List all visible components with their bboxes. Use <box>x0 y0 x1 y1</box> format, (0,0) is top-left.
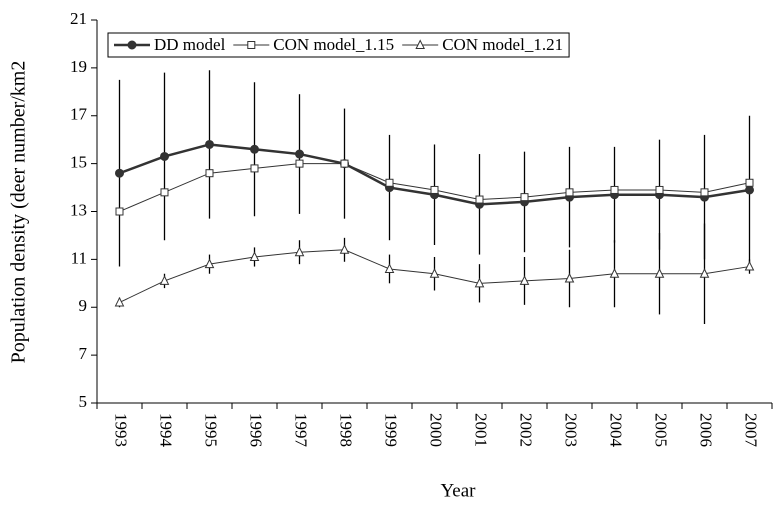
data-point <box>430 185 439 194</box>
data-point <box>744 260 755 271</box>
y-tick-label: 5 <box>79 392 88 411</box>
data-point <box>429 268 440 278</box>
data-point <box>519 275 530 285</box>
data-point <box>340 159 349 168</box>
x-tick-label: 2007 <box>742 413 761 448</box>
data-point <box>295 159 304 168</box>
data-point <box>474 277 485 288</box>
legend-marker <box>415 39 425 49</box>
legend-label: DD model <box>154 35 226 54</box>
data-point <box>654 268 665 278</box>
y-tick-label: 15 <box>70 153 87 172</box>
x-tick-label: 1995 <box>202 413 221 447</box>
y-tick-label: 9 <box>79 296 88 315</box>
data-point <box>160 188 169 197</box>
x-tick-label: 2001 <box>472 413 491 447</box>
x-tick-label: 2006 <box>697 413 716 447</box>
data-point <box>565 188 574 197</box>
data-point <box>295 149 304 159</box>
x-tick-label: 2002 <box>517 413 536 447</box>
data-point <box>114 296 125 307</box>
data-point <box>250 144 259 154</box>
data-point <box>204 258 215 269</box>
data-point <box>655 185 664 194</box>
legend-label: CON model_1.15 <box>273 35 394 54</box>
data-point <box>745 185 754 195</box>
x-tick-label: 1994 <box>157 413 176 448</box>
legend: DD model CON model_1.15 CON model_1.21 <box>107 32 570 58</box>
data-point <box>160 151 169 161</box>
x-tick-label: 2000 <box>427 413 446 447</box>
data-point <box>475 195 484 204</box>
data-point <box>609 268 620 278</box>
data-point <box>520 193 529 202</box>
data-point <box>700 188 709 197</box>
y-tick-label: 21 <box>70 9 87 28</box>
y-tick-label: 13 <box>70 200 87 219</box>
y-tick-label: 17 <box>70 105 88 124</box>
data-point <box>564 272 575 283</box>
data-point <box>294 246 305 257</box>
data-point <box>339 244 350 254</box>
data-point <box>159 275 170 285</box>
x-axis-label: Year <box>440 480 476 501</box>
data-point <box>205 169 214 178</box>
data-point <box>250 164 259 173</box>
legend-box <box>107 32 570 58</box>
x-tick-label: 1999 <box>382 413 401 447</box>
data-point <box>205 139 214 149</box>
data-point <box>610 185 619 194</box>
x-tick-label: 1998 <box>337 413 356 447</box>
x-tick-label: 1997 <box>292 413 311 448</box>
x-tick-label: 2003 <box>562 413 581 447</box>
y-tick-label: 19 <box>70 57 87 76</box>
y-tick-label: 7 <box>79 344 88 363</box>
data-point <box>384 263 395 273</box>
legend-marker <box>127 40 137 50</box>
x-tick-label: 1993 <box>112 413 131 447</box>
data-point <box>699 268 710 278</box>
data-point <box>745 178 754 187</box>
data-point <box>115 168 124 178</box>
legend-marker <box>247 41 256 49</box>
data-point <box>115 207 124 216</box>
data-point <box>385 178 394 187</box>
legend-label: CON model_1.21 <box>442 35 563 54</box>
data-point <box>249 251 260 261</box>
y-tick-label: 11 <box>71 248 87 267</box>
x-tick-label: 1996 <box>247 413 266 447</box>
y-axis-label: Population density (deer number/km2 <box>8 61 30 364</box>
x-tick-label: 2005 <box>652 413 671 447</box>
x-tick-label: 2004 <box>607 413 626 448</box>
